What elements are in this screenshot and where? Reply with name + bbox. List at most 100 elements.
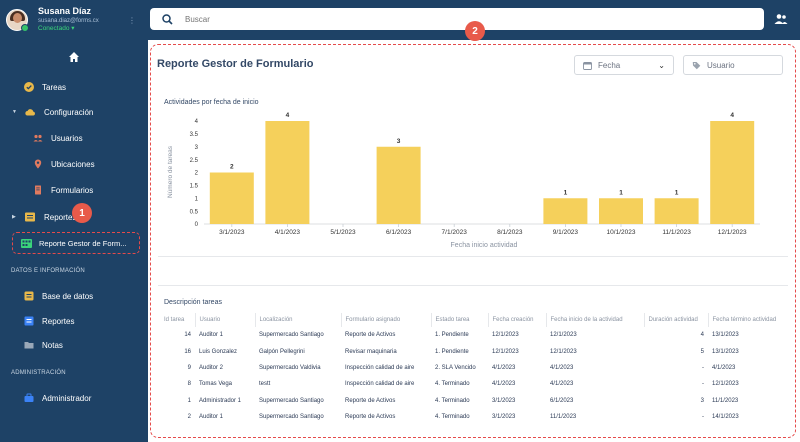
table-cell: Reporte de Activos (345, 414, 396, 421)
table-cell: 4/1/2023 (550, 364, 574, 371)
column-header[interactable]: Estado tarea (430, 313, 488, 327)
table-cell: 13/1/2023 (712, 348, 739, 355)
chevron-down-icon: ⌄ (658, 60, 665, 70)
sidebar-item-usuarios[interactable]: Usuarios (0, 131, 148, 145)
sidebar-item-formularios[interactable]: Formularios (0, 183, 148, 197)
column-header[interactable]: Fecha inicio de la actividad (545, 313, 644, 327)
table-row[interactable]: 9 Auditor 2 Supermercado Valdivia Inspecció… (160, 360, 790, 376)
table-cell: Auditor 1 (199, 414, 224, 421)
report-content-frame (150, 44, 796, 438)
table-cell: testt (259, 381, 271, 388)
sidebar-item-reportes[interactable]: ▶ Reportes (12, 212, 77, 222)
table-cell: 4. Terminado (435, 381, 470, 388)
search-box[interactable] (150, 8, 764, 30)
data-label: 4 (730, 112, 734, 119)
column-header[interactable]: Localización (254, 313, 341, 327)
page-title: Reporte Gestor de Formulario (157, 58, 314, 70)
table-cell: 4/1/2023 (492, 381, 516, 388)
x-tick-label: 5/1/2023 (330, 229, 356, 236)
table-cell: 2. SLA Vencido (435, 364, 476, 371)
column-header[interactable]: Fecha término actividad (707, 313, 790, 327)
table-cell: Supermercado Valdivia (259, 364, 321, 371)
table-cell: Galpón Pellegrini (259, 348, 305, 355)
user-filter-input[interactable]: Usuario (683, 55, 783, 75)
search-input[interactable] (185, 14, 685, 24)
sidebar-item-base-de-datos[interactable]: Base de datos (0, 289, 148, 303)
table-row[interactable]: 1 Administrador 1 Supermercado Santiago Rep… (160, 393, 790, 409)
x-tick-label: 6/1/2023 (386, 229, 412, 236)
table-cell: 3/1/2023 (492, 397, 516, 404)
table-cell: 4. Terminado (435, 397, 470, 404)
database-icon (24, 291, 34, 301)
data-label: 1 (619, 189, 623, 196)
chevron-right-icon: ▶ (12, 214, 16, 220)
table-cell: - (702, 414, 704, 421)
table-cell: 3/1/2023 (492, 414, 516, 421)
table-cell: 12/1/2023 (712, 381, 739, 388)
table-row[interactable]: 2 Auditor 1 Supermercado Santiago Reporte d… (160, 409, 790, 425)
table-cell: 12/1/2023 (550, 348, 577, 355)
table-cell: Administrador 1 (199, 397, 242, 404)
sidebar-item-ubicaciones[interactable]: Ubicaciones (0, 157, 148, 171)
column-header[interactable]: Id tarea (164, 317, 185, 323)
y-tick-label: 1.5 (190, 184, 199, 190)
y-tick-label: 3 (195, 145, 199, 151)
table-cell: 9 (187, 364, 191, 371)
more-vertical-icon[interactable]: ⋮ (128, 16, 136, 25)
y-tick-label: 2 (195, 171, 199, 177)
table-cell: Revisar maquinaria (345, 348, 397, 355)
tag-icon (692, 61, 701, 69)
chart-title: Actividades por fecha de inicio (164, 99, 259, 106)
online-status-dot (21, 24, 29, 32)
avatar[interactable] (6, 9, 29, 32)
y-tick-label: 0.5 (190, 209, 199, 215)
data-label: 4 (286, 112, 290, 119)
table-cell: Reporte de Activos (345, 332, 396, 339)
bar (599, 198, 643, 224)
table-cell: 13/1/2023 (712, 332, 739, 339)
x-tick-label: 11/1/2023 (662, 229, 691, 236)
users-icon (33, 134, 43, 142)
table-title: Descripción tareas (164, 299, 222, 306)
location-pin-icon (34, 159, 42, 169)
table-row[interactable]: 8 Tomas Vega testt Inspección calidad de ai… (160, 376, 790, 392)
x-tick-label: 8/1/2023 (497, 229, 523, 236)
data-label: 1 (675, 189, 679, 196)
admin-icon (24, 393, 34, 402)
x-axis-label: Fecha inicio actividad (451, 242, 518, 249)
table-cell: 1. Pendiente (435, 332, 469, 339)
x-tick-label: 3/1/2023 (219, 229, 245, 236)
calendar-icon (583, 61, 592, 70)
user-panel[interactable]: Susana Díaz susana.diaz@forms.cx Conecta… (0, 0, 148, 40)
table-row[interactable]: 14 Auditor 1 Supermercado Santiago Reporte … (160, 327, 790, 343)
table-cell: 4/1/2023 (492, 364, 516, 371)
y-axis-label: Número de tareas (167, 145, 174, 198)
sidebar-item-reportes-datos[interactable]: Reportes (0, 314, 148, 328)
home-icon[interactable] (68, 51, 80, 63)
sidebar-item-administrador[interactable]: Administrador (0, 391, 148, 405)
table-cell: 16 (184, 348, 191, 355)
table-cell: Inspección calidad de aire (345, 364, 415, 371)
table-cell: Supermercado Santiago (259, 414, 324, 421)
sidebar-item-reporte-gestor[interactable]: Reporte Gestor de Form... (12, 232, 140, 254)
column-header[interactable]: Fecha creación (487, 313, 546, 327)
sidebar-item-notas[interactable]: Notas (0, 338, 148, 352)
table-cell: 6/1/2023 (550, 397, 574, 404)
x-tick-label: 12/1/2023 (718, 229, 747, 236)
column-header[interactable]: Usuario (194, 313, 255, 327)
section-label-administracion: ADMINISTRACIÓN (11, 370, 66, 376)
bar (265, 121, 310, 224)
table-cell: Auditor 1 (199, 332, 224, 339)
section-divider (158, 285, 788, 286)
date-filter-select[interactable]: Fecha ⌄ (574, 55, 674, 75)
table-cell: Supermercado Santiago (259, 332, 324, 339)
sidebar-item-configuracion[interactable]: ▼ Configuración (12, 107, 94, 117)
user-status[interactable]: Conectado ▾ (38, 25, 75, 33)
table-row[interactable]: 16 Luis Gonzalez Galpón Pellegrini Revisar … (160, 343, 790, 359)
people-icon[interactable] (774, 12, 788, 26)
column-header[interactable]: Formulario asignado (340, 313, 431, 327)
sidebar-item-tareas[interactable]: Tareas (0, 80, 148, 94)
column-header[interactable]: Duración actividad (643, 313, 708, 327)
table-cell: Reporte de Activos (345, 397, 396, 404)
